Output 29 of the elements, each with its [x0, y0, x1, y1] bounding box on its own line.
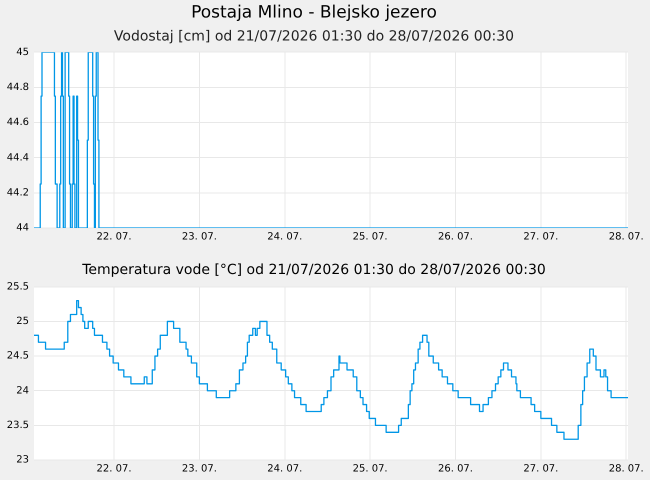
x-tick-label: 26. 07. — [438, 464, 473, 475]
x-tick-label: 27. 07. — [523, 464, 558, 475]
x-tick-label: 27. 07. — [523, 232, 558, 243]
y-tick-label: 44.6 — [6, 117, 29, 128]
y-tick-label: 25 — [16, 316, 29, 328]
x-tick-label: 22. 07. — [96, 464, 132, 475]
x-tick-label: 25. 07. — [352, 464, 388, 475]
y-tick-label: 23.5 — [6, 420, 29, 431]
x-tick-label: 26. 07. — [438, 232, 473, 243]
x-tick-label: 23. 07. — [182, 464, 217, 475]
x-tick-label: 28. 07. — [608, 232, 644, 243]
y-tick-label: 44.8 — [6, 82, 29, 93]
x-tick-label: 23. 07. — [182, 232, 217, 243]
x-tick-label: 24. 07. — [267, 232, 302, 243]
y-tick-label: 44 — [16, 222, 29, 234]
chart-title: Temperatura vode [°C] od 21/07/2026 01:30 do 28/07/2026 00:30 — [81, 262, 546, 278]
x-tick-label: 22. 07. — [96, 232, 132, 243]
y-tick-label: 24 — [16, 385, 29, 396]
y-tick-label: 23 — [16, 454, 29, 466]
x-tick-label: 25. 07. — [352, 232, 388, 243]
chart-title: Postaja Mlino - Blejsko jezero — [191, 2, 437, 23]
x-tick-label: 28. 07. — [608, 464, 644, 475]
chart-subtitle: Vodostaj [cm] od 21/07/2026 01:30 do 28/07/2026 00:30 — [114, 28, 514, 44]
y-tick-label: 25.5 — [6, 281, 29, 292]
y-tick-label: 24.5 — [6, 350, 29, 362]
x-tick-label: 24. 07. — [267, 464, 302, 475]
y-tick-label: 45 — [16, 46, 29, 58]
y-tick-label: 44.2 — [6, 187, 29, 198]
y-tick-label: 44.4 — [6, 152, 29, 164]
